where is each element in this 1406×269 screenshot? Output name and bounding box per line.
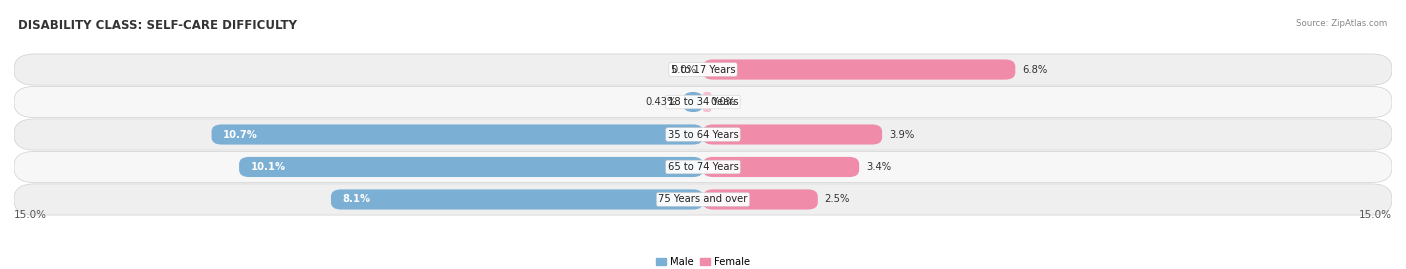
FancyBboxPatch shape xyxy=(14,86,1392,118)
FancyBboxPatch shape xyxy=(14,151,1392,183)
FancyBboxPatch shape xyxy=(14,54,1392,85)
Text: 8.1%: 8.1% xyxy=(343,194,371,204)
Text: 15.0%: 15.0% xyxy=(14,210,46,220)
FancyBboxPatch shape xyxy=(239,157,703,177)
Text: Source: ZipAtlas.com: Source: ZipAtlas.com xyxy=(1296,19,1388,28)
Text: 18 to 34 Years: 18 to 34 Years xyxy=(668,97,738,107)
Text: 15.0%: 15.0% xyxy=(1360,210,1392,220)
FancyBboxPatch shape xyxy=(703,125,882,144)
Text: 0.0%: 0.0% xyxy=(671,65,696,75)
Text: 65 to 74 Years: 65 to 74 Years xyxy=(668,162,738,172)
Text: 2.5%: 2.5% xyxy=(825,194,851,204)
Legend: Male, Female: Male, Female xyxy=(652,253,754,269)
Text: 10.1%: 10.1% xyxy=(250,162,285,172)
FancyBboxPatch shape xyxy=(683,92,703,112)
Text: 3.4%: 3.4% xyxy=(866,162,891,172)
Text: 6.8%: 6.8% xyxy=(1022,65,1047,75)
FancyBboxPatch shape xyxy=(703,157,859,177)
Text: 3.9%: 3.9% xyxy=(889,129,914,140)
Text: 10.7%: 10.7% xyxy=(224,129,257,140)
FancyBboxPatch shape xyxy=(703,92,711,112)
FancyBboxPatch shape xyxy=(211,125,703,144)
Text: 0.0%: 0.0% xyxy=(710,97,735,107)
Text: DISABILITY CLASS: SELF-CARE DIFFICULTY: DISABILITY CLASS: SELF-CARE DIFFICULTY xyxy=(18,19,297,32)
Text: 5 to 17 Years: 5 to 17 Years xyxy=(671,65,735,75)
Text: 0.43%: 0.43% xyxy=(645,97,676,107)
FancyBboxPatch shape xyxy=(14,184,1392,215)
FancyBboxPatch shape xyxy=(703,59,1015,80)
Text: 75 Years and over: 75 Years and over xyxy=(658,194,748,204)
Text: 35 to 64 Years: 35 to 64 Years xyxy=(668,129,738,140)
FancyBboxPatch shape xyxy=(703,189,818,210)
FancyBboxPatch shape xyxy=(14,119,1392,150)
FancyBboxPatch shape xyxy=(330,189,703,210)
